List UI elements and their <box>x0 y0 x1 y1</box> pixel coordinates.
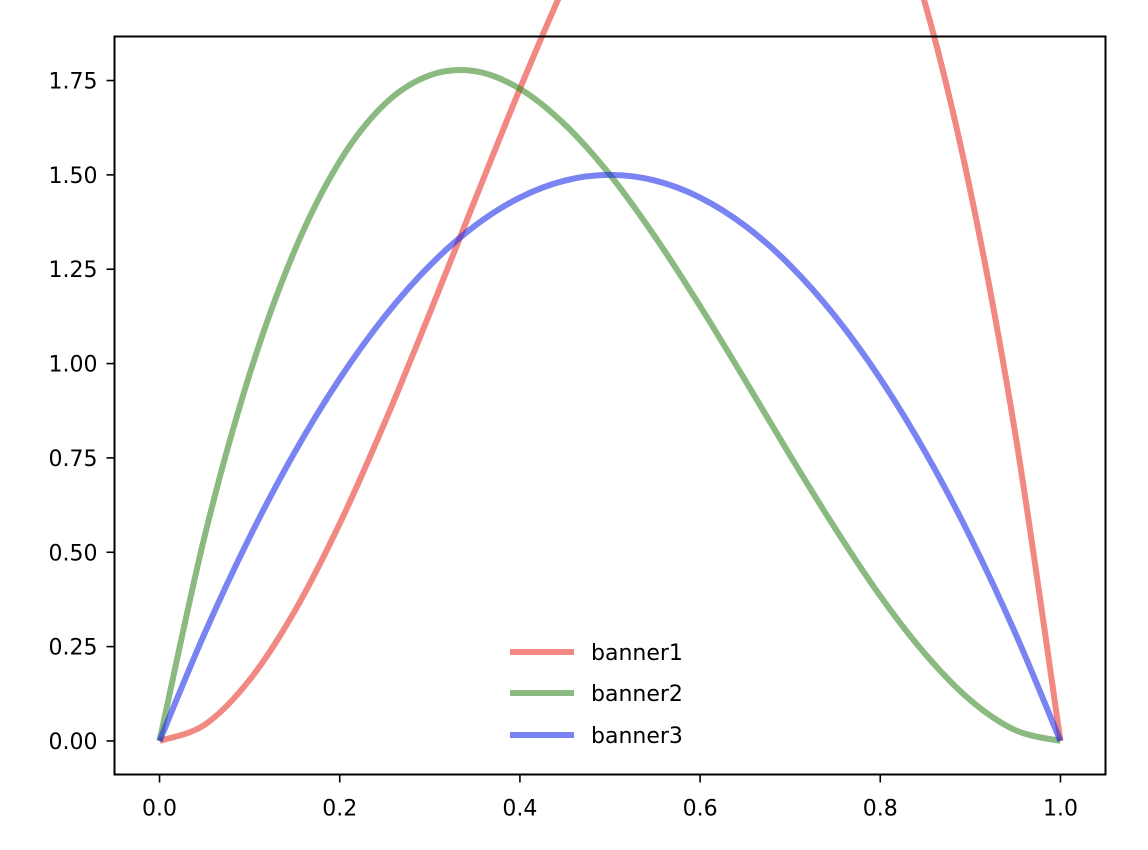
legend-label-banner1: banner1 <box>591 641 683 666</box>
series-line-banner3 <box>156 171 1064 743</box>
plot-frame <box>113 35 1107 776</box>
y-tick-label: 1.50 <box>49 164 98 189</box>
y-tick-label: 1.00 <box>49 353 98 378</box>
legend: banner1 banner2 banner3 <box>510 641 683 749</box>
y-tick-label: 0.75 <box>49 447 98 472</box>
x-tick-label: 0.4 <box>502 797 537 822</box>
x-axis: 0.0 0.2 0.4 0.6 0.8 1.0 <box>142 774 1078 822</box>
x-tick-label: 0.0 <box>142 797 177 822</box>
legend-label-banner3: banner3 <box>591 724 683 749</box>
x-tick-label: 0.6 <box>683 797 718 822</box>
y-tick-label: 1.25 <box>49 258 98 283</box>
y-tick-label: 0.00 <box>49 730 98 755</box>
series-line-banner2 <box>156 66 1062 744</box>
y-tick-label: 0.50 <box>49 541 98 566</box>
plot-lines <box>156 0 1064 744</box>
y-tick-label: 1.75 <box>49 70 98 95</box>
series-line-banner1 <box>158 0 1064 744</box>
x-tick-label: 0.8 <box>863 797 898 822</box>
x-tick-label: 1.0 <box>1043 797 1078 822</box>
y-tick-label: 0.25 <box>49 636 98 661</box>
x-tick-label: 0.2 <box>322 797 357 822</box>
y-axis: 0.00 0.25 0.50 0.75 1.00 1.25 1.50 1.75 <box>49 70 115 755</box>
legend-label-banner2: banner2 <box>591 682 683 707</box>
